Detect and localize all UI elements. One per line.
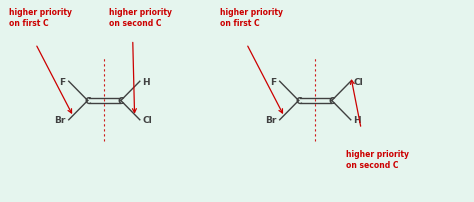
Text: F: F bbox=[270, 77, 276, 86]
Text: Cl: Cl bbox=[353, 77, 363, 86]
Text: H: H bbox=[142, 77, 150, 86]
Text: H: H bbox=[353, 116, 361, 125]
Text: higher priority
on second C: higher priority on second C bbox=[109, 8, 172, 28]
Text: Cl: Cl bbox=[142, 116, 152, 125]
Text: Br: Br bbox=[54, 116, 65, 125]
Text: higher priority
on first C: higher priority on first C bbox=[220, 8, 283, 28]
Text: higher priority
on first C: higher priority on first C bbox=[9, 8, 73, 28]
Text: C: C bbox=[328, 97, 335, 105]
Text: C: C bbox=[295, 97, 302, 105]
Text: C: C bbox=[84, 97, 91, 105]
Text: C: C bbox=[118, 97, 124, 105]
Text: Br: Br bbox=[265, 116, 276, 125]
Text: F: F bbox=[59, 77, 65, 86]
Text: higher priority
on second C: higher priority on second C bbox=[346, 149, 409, 169]
